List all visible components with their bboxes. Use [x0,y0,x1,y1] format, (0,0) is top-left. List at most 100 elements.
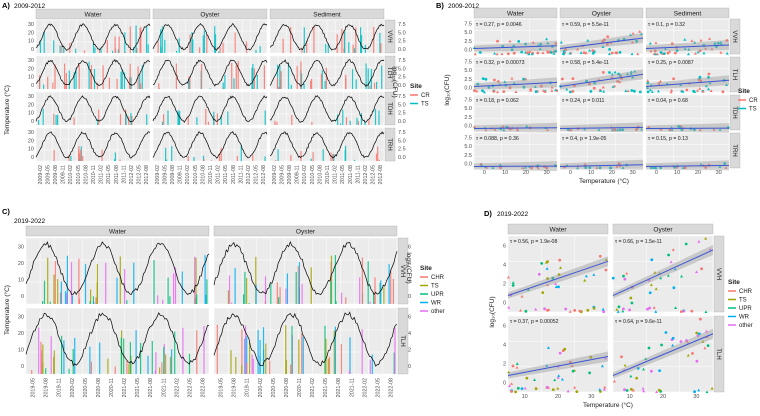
cfu-bar [131,115,133,125]
data-point [659,166,663,170]
panel-c-facet [26,308,209,374]
data-point [683,38,687,41]
panel-b-col-strip [559,7,644,19]
data-point [546,277,549,280]
panel-a-ytick: 30 [28,22,34,28]
cfu-bar [241,329,243,374]
data-point [686,340,690,344]
cfu-bar [61,335,63,374]
cfu-bar [59,292,62,304]
panel-a-xtick: 2010-08 [83,165,89,184]
data-point [622,307,625,311]
panel-c-xtick: 2020-11 [109,378,115,397]
panel-a-xtick: 2011-11 [238,165,244,184]
cfu-bar [334,255,336,304]
confidence-band [560,33,643,52]
data-point [616,310,620,313]
cfu-bar [55,115,57,125]
panel-d-annotation: τ = 0.56, p = 1.9e-08 [510,239,557,245]
cfu-bar [369,301,371,304]
panel-a-row-strip-label: TLH [386,67,392,78]
cfu-bar [325,67,327,89]
panel-d-annotation: τ = 0.37, p = 0.00052 [510,319,559,325]
cfu-bar [174,267,177,304]
cfu-bar [179,110,181,125]
cfu-bar [235,64,237,89]
temperature-line [152,95,268,124]
panel-c-period: 2019-2022 [14,218,45,225]
data-point [559,266,563,269]
trend-line [507,356,609,377]
data-point [524,77,528,81]
data-point [588,371,591,375]
data-point [687,47,691,51]
cfu-bar [291,114,293,125]
data-point [520,50,524,54]
cfu-bar [380,43,382,53]
data-point [511,364,515,368]
cfu-bar [158,88,161,89]
data-point [481,89,484,93]
data-point [634,128,638,132]
cfu-bar [157,295,159,304]
cfu-bar [118,36,120,53]
data-point [564,307,568,311]
cfu-bar [378,159,380,161]
panel-c-y2tick: 6 [408,314,411,320]
cfu-bar [369,85,371,89]
cfu-bar [57,114,59,125]
confidence-band [560,122,643,133]
data-point [666,51,670,55]
cfu-bar [324,325,326,374]
data-point [601,71,605,74]
panel-a-xtick: 2009-08 [53,165,59,184]
cfu-bar [84,264,87,304]
panel-c-legend-title: Site [420,265,432,272]
cfu-bar [192,39,194,53]
panel-a-xtick: 2009-02 [155,165,161,184]
cfu-bar [155,352,157,374]
data-point [562,52,565,56]
data-point [650,369,653,373]
panel-d-ytick: 2 [503,362,506,368]
panel-a-row-strip-label: VVH [386,30,392,42]
data-point [554,282,558,286]
data-point [671,248,675,251]
panel-b-facet [646,57,729,92]
cfu-bar [73,72,75,89]
panel-d-row-strip [713,235,725,313]
data-point [558,258,562,262]
data-point [606,42,609,46]
panel-b-facet [474,95,557,130]
data-point [695,331,699,335]
data-point [621,128,625,132]
data-point [648,41,652,45]
data-point [525,124,529,128]
cfu-bar [252,64,254,89]
data-point [695,89,699,92]
cfu-bar [345,117,348,125]
cfu-bar [220,115,222,125]
trend-line [473,127,558,129]
cfu-bar [43,31,45,53]
panel-c-xtick: 2019-05 [219,378,225,397]
cfu-bar [191,32,193,53]
data-point [657,81,661,85]
data-point [704,310,708,314]
confidence-band [646,40,729,52]
panel-c-xtick: 2022-05 [375,378,381,397]
panel-a-period: 2009-2012 [14,3,45,10]
cfu-bar [373,293,375,304]
confidence-band [474,77,557,90]
data-point [708,37,712,40]
data-point [719,42,723,46]
data-point [506,52,510,56]
data-point [533,85,537,88]
panel-d-legend-item: other [739,323,753,329]
cfu-bar [68,70,70,89]
panel-c-ytick: 20 [18,331,24,337]
panel-d-facet [508,316,608,392]
cfu-bar [57,279,59,304]
panel-c-y2tick: 4 [408,331,411,337]
panel-a-ytick: 20 [28,102,34,108]
